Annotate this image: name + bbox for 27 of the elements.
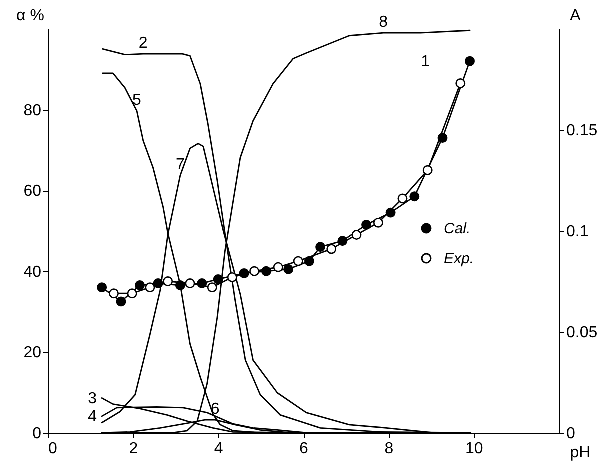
y-axis-title: α %	[16, 8, 44, 24]
x-tick-label: 2	[129, 440, 138, 458]
legend-label: Exp.	[444, 250, 474, 268]
x-tick-label: 6	[300, 440, 309, 458]
x-tick-label: 4	[214, 440, 224, 458]
x-axis-title: pH	[570, 444, 591, 462]
annotation: 8	[379, 14, 388, 32]
y-tick-label: 0	[32, 426, 42, 442]
y2-tick-label: 0.05	[566, 324, 598, 342]
y2-tick-label: 0.1	[566, 224, 589, 240]
x-tick-label: 0	[48, 440, 58, 458]
annotation: 3	[88, 390, 98, 408]
annotation: 1	[421, 53, 430, 70]
y2-tick-label: 0.15	[566, 122, 598, 140]
annotation: 5	[132, 92, 142, 110]
annotation: 2	[138, 35, 148, 52]
annotation: 7	[176, 156, 185, 174]
y-tick-label: 20	[24, 344, 42, 362]
y2-axis-title: A	[570, 8, 582, 24]
y-tick-label: 80	[24, 102, 42, 120]
y-tick-label: 40	[24, 264, 42, 281]
annotation: 4	[88, 408, 98, 426]
x-tick-label: 10	[465, 440, 484, 458]
x-tick-label: 8	[384, 440, 394, 458]
legend-label: Cal.	[444, 220, 471, 238]
y-tick-label: 60	[24, 183, 42, 200]
y2-tick-label: 0	[566, 426, 576, 442]
